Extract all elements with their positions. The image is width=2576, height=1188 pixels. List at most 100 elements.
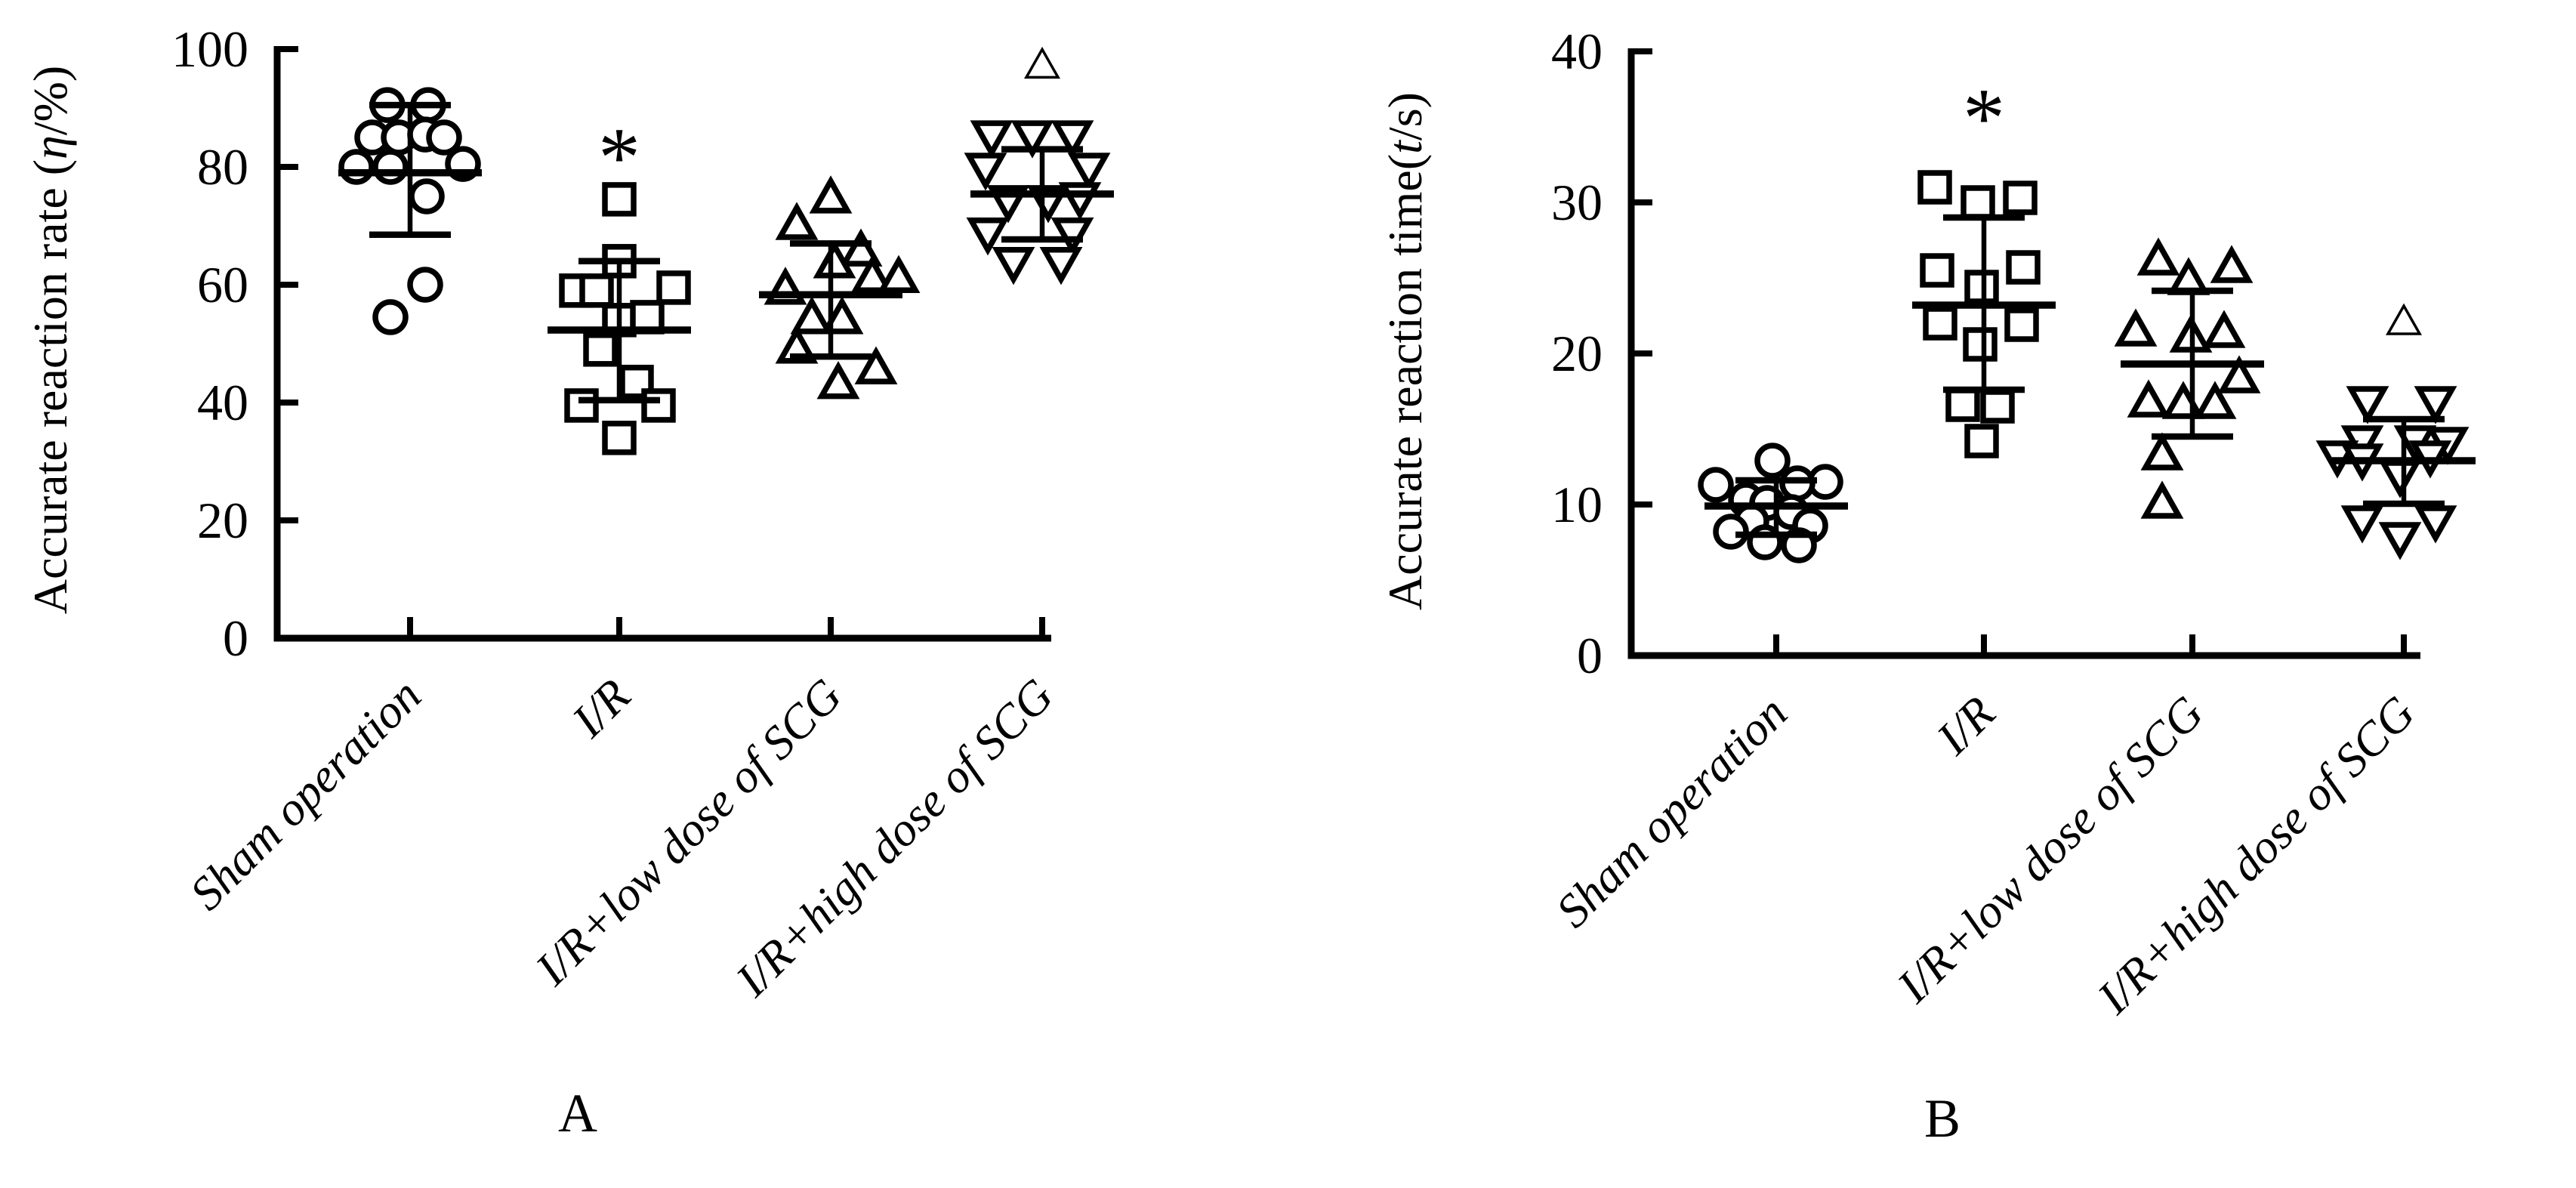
- data-point: [1754, 443, 1791, 479]
- data-point: [1698, 467, 1734, 503]
- data-point: [2378, 460, 2422, 498]
- y-tick-label: 30: [1551, 174, 1603, 231]
- x-category-label: Sham operation: [1546, 686, 1797, 937]
- data-point: [372, 299, 409, 335]
- data-point: [1923, 306, 1957, 341]
- data-point: [1920, 253, 1954, 288]
- data-point: [1964, 424, 1999, 458]
- data-point: [820, 296, 864, 335]
- data-point: [2114, 308, 2158, 347]
- data-point: [2346, 386, 2389, 424]
- y-axis-title: Accurate reaction rate (η/%): [23, 66, 77, 614]
- y-tick-label: 10: [1551, 476, 1603, 533]
- panel-letter: B: [1924, 1088, 1961, 1149]
- data-point: [839, 228, 883, 267]
- data-point: [2217, 355, 2261, 393]
- x-category-label: Sham operation: [180, 668, 431, 920]
- data-point: [775, 202, 819, 240]
- y-tick-label: 20: [1551, 325, 1603, 382]
- data-point: [2006, 250, 2041, 285]
- data-point: [850, 255, 894, 293]
- data-point: [1039, 247, 1083, 285]
- data-point: [2202, 310, 2246, 348]
- data-point: [809, 175, 853, 214]
- data-point: [2140, 480, 2184, 519]
- data-point: [409, 178, 445, 214]
- data-point: [992, 247, 1035, 285]
- error-bar: [548, 258, 691, 404]
- data-point: [656, 270, 691, 305]
- axis-lines: [1627, 48, 2420, 659]
- data-point: [1067, 153, 1111, 191]
- error-bar: [1704, 477, 1848, 538]
- error-bar: [759, 240, 902, 360]
- error-bar: [970, 146, 1114, 243]
- y-tick-label: 0: [223, 609, 248, 667]
- data-point: [877, 255, 921, 293]
- data-point: [602, 421, 637, 455]
- data-point: [579, 273, 614, 308]
- data-point: [583, 332, 618, 367]
- y-tick-label: 100: [171, 20, 248, 78]
- data-point: [1058, 182, 1102, 221]
- data-point: [2161, 381, 2205, 419]
- data-point: [854, 346, 898, 384]
- significance-asterisk: *: [1963, 72, 2005, 165]
- data-point: [2414, 505, 2457, 544]
- error-bar: [2121, 287, 2264, 440]
- data-point: [790, 296, 834, 335]
- y-tick-label: 80: [197, 138, 248, 196]
- series-circle: [338, 87, 481, 335]
- series-triangle-up: [2114, 237, 2261, 519]
- data-point: [2193, 381, 2237, 419]
- data-point: [816, 360, 860, 400]
- data-point: [813, 240, 856, 279]
- data-point: [1945, 387, 1980, 422]
- series-triangle-up: [764, 175, 921, 400]
- y-tick-label: 20: [197, 492, 248, 549]
- x-category-label: I/R: [1926, 686, 2005, 765]
- data-point: [2140, 432, 2184, 471]
- data-point: [2003, 181, 2038, 215]
- significance-triangle: [1023, 46, 1061, 79]
- data-point: [966, 218, 1010, 256]
- data-point: [564, 388, 599, 423]
- y-tick-label: 40: [197, 374, 248, 431]
- error-bar: [1912, 214, 2056, 393]
- series-square: [559, 182, 691, 455]
- data-point: [407, 267, 443, 303]
- data-point: [1917, 170, 1952, 205]
- y-tick-label: 60: [197, 256, 248, 313]
- data-point: [2004, 307, 2039, 342]
- error-bar: [338, 101, 482, 238]
- data-point: [372, 149, 409, 185]
- data-point: [1963, 327, 1998, 362]
- data-point: [964, 153, 1007, 191]
- data-point: [1050, 218, 1094, 256]
- data-point: [970, 120, 1013, 159]
- y-tick-label: 40: [1551, 23, 1603, 80]
- data-point: [338, 149, 375, 185]
- data-point: [2340, 505, 2384, 544]
- data-point: [426, 119, 462, 156]
- data-point: [641, 388, 676, 423]
- significance-asterisk: *: [598, 111, 640, 205]
- data-point: [1010, 120, 1054, 159]
- data-point: [1050, 120, 1094, 159]
- data-point: [2378, 522, 2422, 560]
- data-point: [1961, 185, 1995, 220]
- data-point: [2210, 245, 2254, 283]
- panel-letter: A: [558, 1083, 597, 1143]
- significance-triangle: [2385, 303, 2423, 335]
- error-bar: [2332, 415, 2476, 508]
- data-point: [2414, 386, 2457, 424]
- data-point: [602, 182, 637, 217]
- data-point: [2136, 237, 2180, 276]
- data-point: [2127, 379, 2170, 418]
- y-axis-title: Accurate reaction time(t/s): [1378, 92, 1432, 610]
- data-point: [619, 364, 654, 400]
